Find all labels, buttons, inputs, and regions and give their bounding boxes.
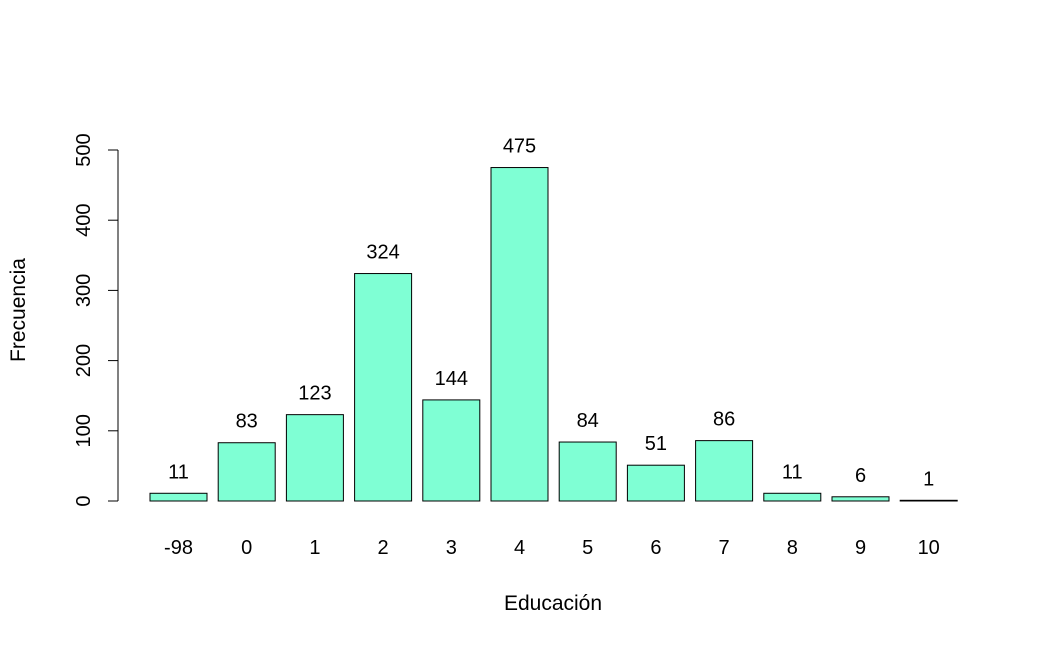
- bar: [217, 442, 276, 502]
- bar-value-label: 144: [435, 368, 468, 390]
- x-tick-label: -98: [164, 537, 193, 559]
- bar: [149, 492, 208, 502]
- x-tick-label: 0: [241, 537, 252, 559]
- x-tick-label: 9: [855, 537, 866, 559]
- bar: [422, 399, 481, 502]
- bar-value-label: 6: [855, 465, 866, 487]
- bar-value-label: 51: [645, 433, 667, 455]
- x-tick-label: 4: [514, 537, 525, 559]
- x-tick-label: 3: [446, 537, 457, 559]
- bar-value-label: 86: [713, 409, 735, 431]
- bar: [285, 414, 344, 502]
- bar-value-label: 83: [236, 411, 258, 433]
- y-axis-label: Frecuencia: [7, 258, 30, 362]
- bar-value-label: 123: [298, 383, 331, 405]
- x-tick-label: 6: [650, 537, 661, 559]
- bar: [695, 440, 754, 502]
- bar: [490, 167, 549, 502]
- bar-value-label: 11: [782, 461, 803, 483]
- y-axis: 0 100 200 300 400 500: [73, 133, 119, 507]
- y-tick-label: 500: [73, 133, 95, 166]
- bar-value-labels: 11 83 123 324 144 475 84 51 86 11 6 1: [168, 136, 934, 491]
- x-axis-label: Educación: [504, 592, 602, 615]
- bar-value-label: 84: [577, 410, 599, 432]
- bar-value-label: 324: [366, 242, 399, 264]
- x-tick-label: 8: [787, 537, 798, 559]
- bars: [149, 167, 958, 502]
- bar: [354, 273, 413, 502]
- x-tick-label: 10: [918, 537, 940, 559]
- y-tick-label: 0: [73, 495, 95, 506]
- bar: [626, 464, 685, 502]
- y-tick-label: 200: [73, 344, 95, 377]
- bar: [899, 499, 958, 502]
- x-tick-label: 5: [582, 537, 593, 559]
- bar-value-label: 1: [923, 468, 934, 490]
- bar: [558, 441, 617, 502]
- bar-value-label: 475: [503, 136, 536, 158]
- x-tick-label: 1: [309, 537, 320, 559]
- y-tick-label: 300: [73, 274, 95, 307]
- x-tick-labels: -98 0 1 2 3 4 5 6 7 8 9 10: [164, 537, 940, 559]
- y-tick-label: 400: [73, 204, 95, 237]
- x-tick-label: 7: [719, 537, 730, 559]
- bar-value-label: 11: [168, 461, 189, 483]
- bar: [763, 492, 822, 502]
- x-tick-label: 2: [378, 537, 389, 559]
- bar: [831, 496, 890, 502]
- y-tick-label: 100: [73, 414, 95, 447]
